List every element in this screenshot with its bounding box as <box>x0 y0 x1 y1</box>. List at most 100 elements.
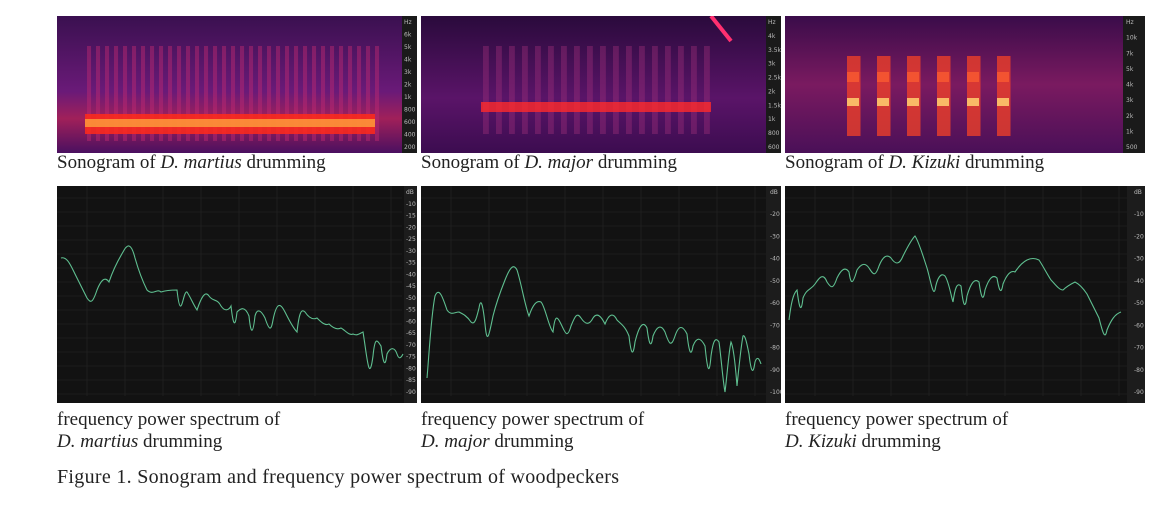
frequency-tick-label: 600 <box>404 119 416 126</box>
db-tick-label: -30 <box>770 233 780 240</box>
frequency-tick-label: Hz <box>1126 19 1134 26</box>
drum-pulse-core <box>847 98 859 106</box>
frequency-tick-label: 2k <box>1126 113 1134 120</box>
drum-pulse <box>587 46 593 134</box>
db-tick-label: -70 <box>1134 345 1144 352</box>
db-tick-label: -65 <box>406 330 416 337</box>
db-tick-label: -60 <box>406 318 416 325</box>
frequency-tick-label: 1k <box>1126 128 1134 135</box>
db-tick-label: -100 <box>770 389 781 396</box>
drum-pulse <box>496 46 502 134</box>
drum-pulse <box>177 46 182 141</box>
sonogram-caption-kizuki: Sonogram of D. Kizuki drumming <box>785 152 1045 173</box>
frequency-tick-label: 600 <box>768 144 780 151</box>
db-tick-label: -15 <box>406 213 416 220</box>
drum-pulse <box>213 46 218 141</box>
species-name: D. major <box>524 152 594 173</box>
drum-pulse <box>704 46 710 134</box>
sonogram-major-image: Hz 4k 3.5k 3k 2.5k 2k 1.5k 1k 800 600 <box>421 16 781 153</box>
drum-pulse <box>105 46 110 141</box>
db-tick-label: -20 <box>406 224 416 231</box>
db-tick-label: -50 <box>1134 300 1144 307</box>
spectrum-caption-kizuki: frequency power spectrum of D. Kizuki dr… <box>785 409 1009 452</box>
drum-pulse-core <box>907 98 919 106</box>
drum-pulse <box>87 46 92 141</box>
drum-pulse <box>249 46 254 141</box>
drum-pulse <box>150 46 155 141</box>
db-tick-label: -40 <box>770 256 780 263</box>
spectrum-martius-image: dB -10 -15 -20 -25 -30 -35 -40 -45 -50 -55 -60 -65 -7… <box>57 186 417 403</box>
drum-pulse <box>303 46 308 141</box>
drum-pulse <box>231 46 236 141</box>
drum-pulse <box>483 46 489 134</box>
frequency-tick-label: 3.5k <box>768 47 781 54</box>
frequency-tick-label: Hz <box>768 19 776 26</box>
sonogram-caption-major: Sonogram of D. major drumming <box>421 152 677 173</box>
db-tick-label: -50 <box>770 278 780 285</box>
drum-pulse <box>691 46 697 134</box>
db-tick-label: -35 <box>406 260 416 267</box>
frequency-tick-label: 1k <box>404 94 412 101</box>
db-tick-label: -20 <box>1134 233 1144 240</box>
frequency-tick-label: 7k <box>1126 50 1134 57</box>
frequency-tick-label: 2k <box>768 88 776 95</box>
frequency-tick-label: 400 <box>404 132 416 139</box>
db-tick-label: -10 <box>1134 211 1144 218</box>
frequency-tick-label: 200 <box>404 144 416 151</box>
frequency-tick-label: 800 <box>768 130 780 137</box>
db-tick-label: -30 <box>406 248 416 255</box>
drum-pulse <box>195 46 200 141</box>
drum-pulse <box>522 46 528 134</box>
drum-pulse <box>997 56 1011 136</box>
sonogram-caption-martius: Sonogram of D. martius drumming <box>57 152 326 173</box>
drum-pulse <box>937 56 951 136</box>
drum-pulse <box>132 46 137 141</box>
db-tick-label: -85 <box>406 377 416 384</box>
drum-pulse <box>626 46 632 134</box>
drum-pulse <box>240 46 245 141</box>
drum-pulse <box>509 46 515 134</box>
spectrum-martius: dB -10 -15 -20 -25 -30 -35 -40 -45 -50 -55 -60 -65 -7… <box>57 186 417 403</box>
sonogram-major: Hz 4k 3.5k 3k 2.5k 2k 1.5k 1k 800 600 <box>421 16 781 153</box>
db-tick-label: -50 <box>406 295 416 302</box>
sonogram-martius: Hz 6k 5k 4k 3k 2k 1k 800 600 400 200 <box>57 16 417 153</box>
drum-pulse <box>967 56 981 136</box>
drum-pulse <box>375 46 380 141</box>
drum-pulse-core <box>877 98 889 106</box>
species-name: D. martius <box>160 152 242 173</box>
drum-pulse <box>159 46 164 141</box>
frequency-tick-label: 2k <box>404 82 412 89</box>
drum-pulse <box>204 46 209 141</box>
drum-pulse <box>258 46 263 141</box>
drum-pulse <box>168 46 173 141</box>
db-tick-label: -55 <box>406 307 416 314</box>
spectrum-major: dB -20 -30 -40 -50 -60 -70 -80 -90 -100 <box>421 186 781 403</box>
drum-pulse <box>877 56 891 136</box>
db-tick-label: -25 <box>406 236 416 243</box>
frequency-tick-label: 2.5k <box>768 75 781 82</box>
db-tick-label: dB <box>770 189 778 196</box>
drum-pulse-harmonic <box>937 72 949 82</box>
frequency-tick-label: 6k <box>404 32 412 39</box>
drum-pulse <box>561 46 567 134</box>
sonogram-martius-image: Hz 6k 5k 4k 3k 2k 1k 800 600 400 200 <box>57 16 417 153</box>
db-tick-label: -80 <box>406 365 416 372</box>
drum-pulse <box>600 46 606 134</box>
db-tick-label: -30 <box>1134 256 1144 263</box>
frequency-tick-label: 4k <box>768 33 776 40</box>
drum-pulse <box>123 46 128 141</box>
drum-pulse <box>276 46 281 141</box>
drum-pulse <box>321 46 326 141</box>
drum-pulse <box>294 46 299 141</box>
db-tick-label: -20 <box>770 211 780 218</box>
species-name: D. Kizuki <box>785 431 857 452</box>
db-tick-label: -70 <box>406 342 416 349</box>
drum-pulse <box>652 46 658 134</box>
figure-caption: Figure 1. Sonogram and frequency power s… <box>57 466 620 488</box>
frequency-tick-label: 4k <box>404 57 412 64</box>
spectrum-kizuki-image: dB -10 -20 -30 -40 -50 -60 -70 -80 -90 <box>785 186 1145 403</box>
drum-pulse <box>639 46 645 134</box>
frequency-tick-label: 5k <box>1126 66 1134 73</box>
drum-pulse <box>535 46 541 134</box>
frequency-tick-label: 10k <box>1126 35 1138 42</box>
